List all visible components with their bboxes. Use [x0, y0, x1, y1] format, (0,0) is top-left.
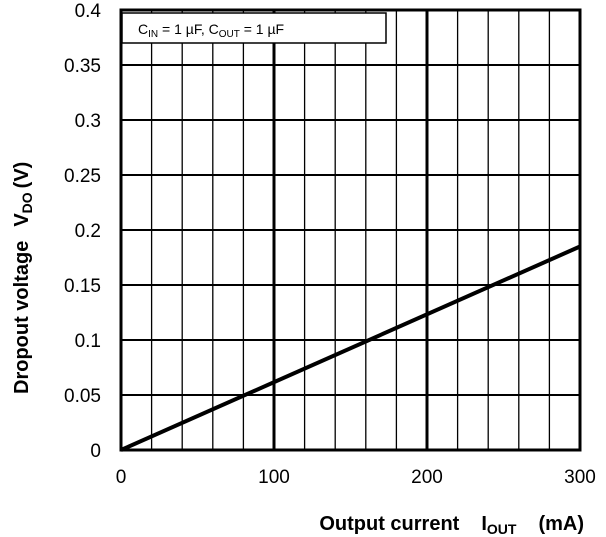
c-out-symbol: C	[209, 21, 219, 37]
y-axis-symbol-subscript: DO	[19, 192, 35, 213]
x-axis-symbol-subscript: OUT	[487, 521, 517, 537]
y-axis-title: Dropout voltage	[11, 241, 33, 394]
x-tick-label: 300	[564, 467, 596, 488]
series-layer	[120, 244, 581, 452]
plot-frame	[119, 8, 582, 452]
annotation-frame	[121, 12, 387, 44]
c-in-value: = 1 µF,	[158, 21, 208, 37]
x-tick-label: 100	[258, 467, 290, 488]
c-in-symbol: C	[138, 21, 148, 37]
x-axis-label: Output current IOUT (mA)	[319, 513, 584, 537]
y-tick-label: 0.35	[64, 56, 101, 77]
y-tick-label: 0.2	[75, 221, 101, 242]
y-axis-label: Dropout voltage VDO (V)	[11, 162, 35, 394]
y-tick-labels: 0 0.05 0.1 0.15 0.2 0.25 0.3 0.35 0.4	[64, 1, 101, 462]
series-line	[120, 244, 581, 452]
x-tick-labels: 0 100 200 300	[116, 467, 596, 488]
annotation-box: CIN = 1 µF, COUT = 1 µF	[121, 12, 387, 44]
x-axis-symbol: I	[481, 513, 487, 535]
x-axis-unit: (mA)	[538, 513, 584, 535]
annotation-text: CIN = 1 µF, COUT = 1 µF	[138, 21, 284, 40]
x-axis-title: Output current	[319, 513, 459, 535]
y-axis-symbol: V	[11, 213, 33, 227]
y-tick-label: 0.4	[75, 1, 102, 22]
y-tick-label: 0.25	[64, 166, 101, 187]
c-out-value: = 1 µF	[240, 21, 284, 37]
x-tick-label: 200	[411, 467, 443, 488]
y-tick-label: 0	[90, 441, 101, 462]
y-tick-label: 0.1	[75, 331, 101, 352]
y-tick-label: 0.05	[64, 386, 101, 407]
x-tick-label: 0	[116, 467, 127, 488]
c-in-subscript: IN	[148, 29, 158, 40]
c-out-subscript: OUT	[219, 29, 240, 40]
y-axis-unit: (V)	[11, 162, 33, 189]
y-tick-label: 0.15	[64, 276, 101, 297]
grid	[119, 9, 582, 451]
y-tick-label: 0.3	[75, 111, 101, 132]
